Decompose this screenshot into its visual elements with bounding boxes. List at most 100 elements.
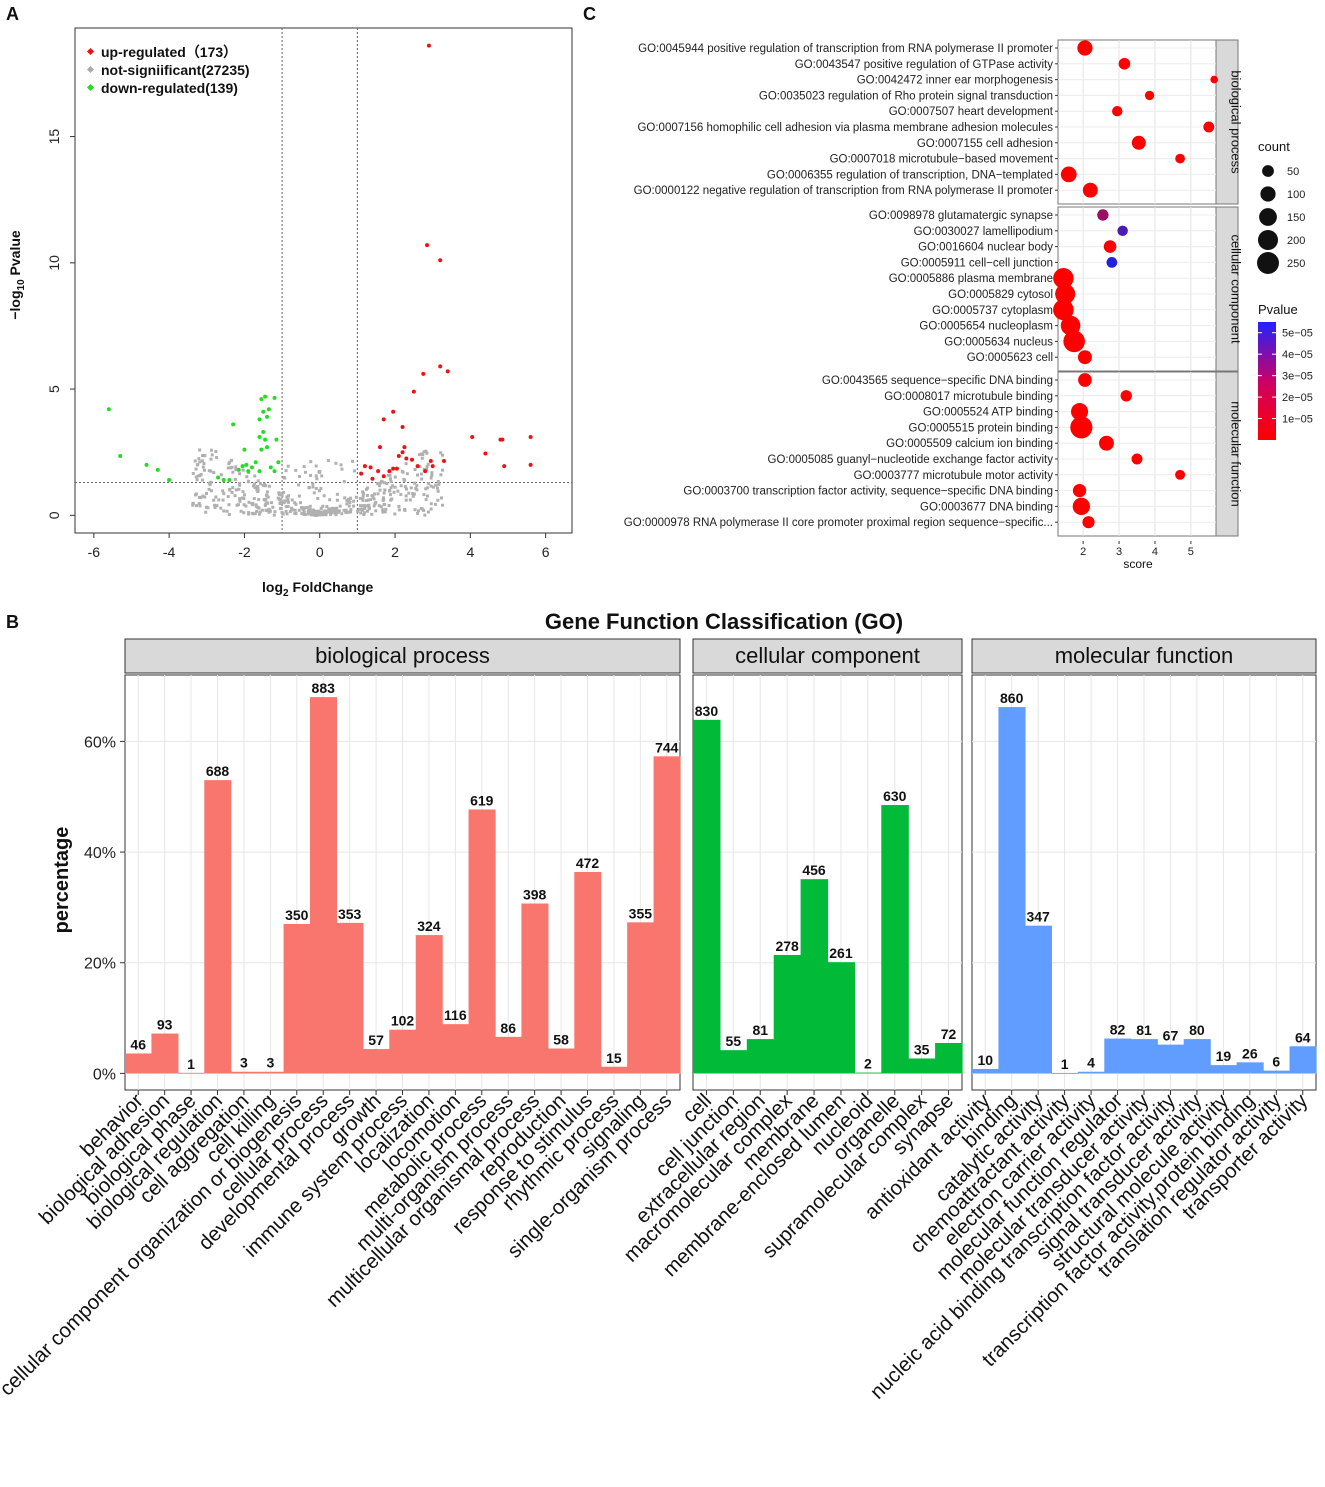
up-regulated-point: [391, 466, 396, 471]
not-significant-point: [318, 512, 322, 516]
not-significant-point: [340, 467, 344, 471]
not-significant-point: [420, 456, 424, 460]
not-significant-point: [397, 508, 401, 512]
not-significant-point: [197, 457, 201, 461]
count-legend-dot: [1257, 252, 1279, 274]
not-significant-point: [374, 501, 378, 505]
bar-value-label: 324: [417, 918, 441, 934]
legend-up-label: up-regulated（173）: [101, 44, 237, 60]
up-regulated-point: [441, 459, 446, 464]
not-significant-point: [365, 493, 369, 497]
percentage-axis: 0% 20% 40% 60%: [84, 734, 125, 1083]
not-significant-point: [209, 480, 213, 484]
not-significant-point: [195, 463, 199, 467]
not-significant-point: [311, 482, 315, 486]
not-significant-point: [425, 494, 429, 498]
not-significant-point: [284, 505, 288, 509]
not-significant-point: [213, 503, 217, 507]
not-significant-point: [238, 499, 242, 503]
go-term-label: GO:0005509 calcium ion binding: [886, 438, 1053, 450]
go-term-dot: [1060, 166, 1077, 183]
not-significant-point: [238, 482, 242, 486]
legend-down-label: down-regulated(139): [101, 80, 238, 96]
not-significant-point: [198, 504, 202, 508]
not-significant-point: [297, 483, 301, 487]
not-significant-point: [309, 460, 313, 464]
not-significant-point: [201, 465, 205, 469]
not-significant-point: [245, 475, 249, 479]
go-term-label: GO:0043565 sequence−specific DNA binding: [822, 375, 1053, 387]
go-term-dot: [1082, 516, 1095, 529]
go-term-dot: [1144, 90, 1155, 101]
not-significant-point: [378, 488, 382, 492]
not-significant-point: [280, 494, 284, 498]
go-term-label: GO:0035023 regulation of Rho protein sig…: [759, 90, 1053, 102]
score-tick-label: 5: [1188, 546, 1194, 558]
up-regulated-point: [394, 466, 399, 471]
not-significant-point: [251, 512, 255, 516]
not-significant-point: [330, 506, 334, 510]
not-significant-point: [209, 448, 213, 452]
bar-value-label: 830: [695, 703, 719, 719]
not-significant-point: [362, 511, 366, 515]
not-significant-point: [219, 506, 223, 510]
not-significant-point: [303, 470, 307, 474]
not-significant-point: [197, 501, 201, 505]
bar-value-label: 58: [553, 1032, 569, 1048]
not-significant-point: [231, 470, 235, 474]
not-significant-point: [256, 505, 260, 509]
bar-value-label: 353: [338, 906, 362, 922]
not-significant-point: [213, 506, 217, 510]
not-significant-point: [391, 484, 395, 488]
not-significant-point: [420, 507, 424, 511]
not-significant-point: [347, 499, 351, 503]
not-significant-point: [387, 504, 391, 508]
panel-b-letter: B: [6, 612, 19, 632]
not-significant-point: [236, 503, 240, 507]
panel-c: C biological process GO:0045944 positive …: [583, 4, 1313, 571]
go-term-label: GO:0007155 cell adhesion: [917, 138, 1053, 150]
not-significant-point: [401, 470, 405, 474]
not-significant-point: [364, 504, 368, 508]
not-significant-point: [252, 484, 256, 488]
pvalue-legend-label: 5e−05: [1282, 328, 1313, 340]
not-significant-point: [255, 488, 259, 492]
not-significant-point: [342, 480, 346, 484]
go-term-label: GO:0005085 guanyl−nucleotide exchange fa…: [768, 454, 1054, 466]
not-significant-point: [388, 493, 392, 497]
facet-strip: [1215, 206, 1239, 372]
not-significant-point: [390, 497, 394, 501]
bar: [1236, 1062, 1264, 1074]
go-term-dot: [1203, 121, 1215, 133]
not-significant-point: [267, 484, 271, 488]
bar-value-label: 630: [883, 788, 907, 804]
not-significant-point: [306, 512, 310, 516]
up-regulated-point: [362, 464, 367, 469]
up-regulated-point: [411, 389, 416, 394]
not-significant-point: [403, 485, 407, 489]
not-significant-point: [349, 510, 353, 514]
x-tick-label: 2: [391, 544, 399, 560]
not-significant-point: [407, 491, 411, 495]
bar: [600, 1066, 628, 1074]
not-significant-point: [309, 473, 313, 477]
not-significant-point: [368, 498, 372, 502]
bar-value-label: 744: [655, 739, 679, 755]
bar: [746, 1039, 775, 1074]
not-significant-point: [335, 498, 339, 502]
bar-value-label: 4: [1087, 1055, 1095, 1071]
go-term-label: GO:0008017 microtubule binding: [884, 391, 1053, 403]
not-significant-point: [228, 460, 232, 464]
not-significant-point: [342, 508, 346, 512]
count-legend-title: count: [1258, 139, 1290, 154]
not-significant-point: [321, 512, 325, 516]
y-tick-label: 15: [46, 129, 62, 145]
not-significant-point: [347, 504, 351, 508]
not-significant-point: [326, 510, 330, 514]
not-significant-point: [198, 460, 202, 464]
not-significant-point: [319, 487, 323, 491]
down-regulated-point: [246, 469, 251, 474]
down-regulated-point: [253, 460, 258, 465]
bar-value-label: 57: [368, 1032, 384, 1048]
go-term-label: GO:0007156 homophilic cell adhesion via …: [637, 122, 1053, 134]
